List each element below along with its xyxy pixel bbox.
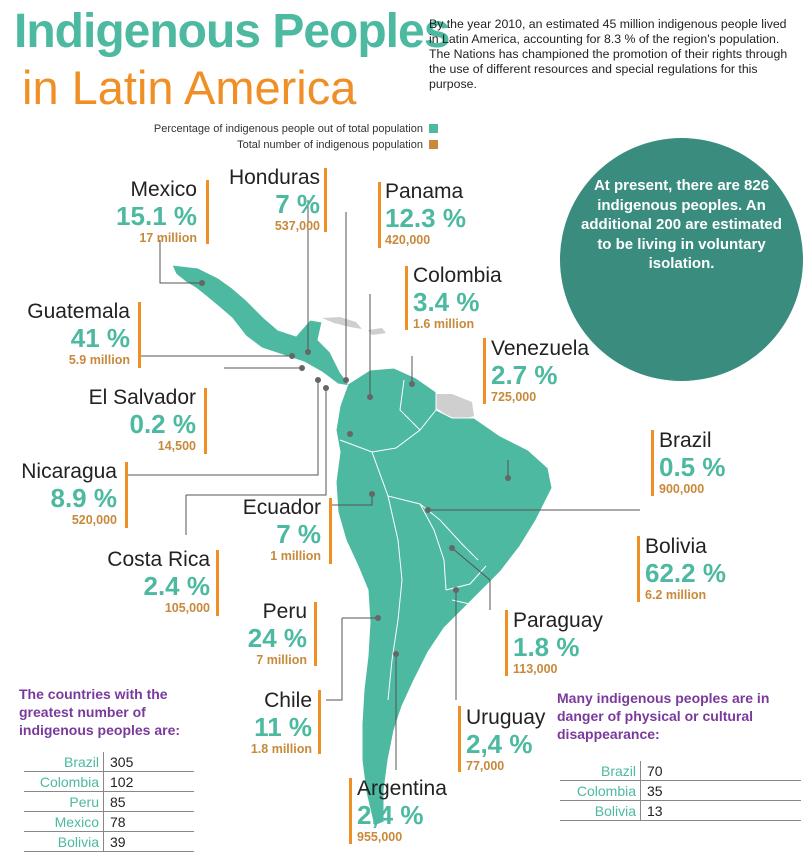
- row-country: Colombia: [560, 780, 641, 801]
- country-label-argentina: Argentina 2,4 % 955,000: [357, 777, 447, 844]
- callout-circle: [560, 138, 803, 381]
- row-value: 102: [103, 771, 194, 792]
- hispaniola-shape: [368, 328, 386, 335]
- country-label-costa-rica: Costa Rica 2.4 % 105,000: [107, 548, 210, 615]
- country-label-honduras: Honduras 7 % 537,000: [228, 166, 320, 233]
- table-row: Colombia 35: [560, 780, 801, 801]
- country-label-peru: Peru 24 % 7 million: [247, 600, 307, 667]
- greatest-table: Brazil 305 Colombia 102 Peru 85 Mexico 78 Bolivi…: [24, 752, 194, 852]
- country-label-paraguay: Paraguay 1.8 % 113,000: [513, 609, 603, 676]
- country-label-uruguay: Uruguay 2,4 % 77,000: [466, 706, 546, 773]
- bar-paraguay: [505, 610, 508, 676]
- row-country: Bolivia: [24, 831, 104, 852]
- bar-panama: [378, 182, 381, 248]
- country-label-venezuela: Venezuela 2.7 % 725,000: [491, 337, 590, 404]
- row-country: Colombia: [24, 771, 104, 792]
- country-label-ecuador: Ecuador 7 % 1 million: [242, 496, 321, 563]
- country-label-guatemala: Guatemala 41 % 5.9 million: [27, 300, 130, 367]
- bar-nicaragua: [125, 462, 128, 528]
- country-label-nicaragua: Nicaragua 8.9 % 520,000: [21, 460, 117, 527]
- bar-ecuador: [329, 498, 332, 564]
- bar-guatemala: [138, 302, 141, 368]
- teal-swatch-icon: [429, 124, 438, 133]
- row-value: 35: [640, 780, 801, 801]
- bar-brazil: [651, 430, 654, 496]
- table-row: Brazil 70: [560, 761, 801, 781]
- page-title: Indigenous Peoples: [14, 5, 450, 58]
- country-label-bolivia: Bolivia 62.2 % 6.2 million: [645, 535, 726, 602]
- country-label-brazil: Brazil 0.5 % 900,000: [659, 429, 726, 496]
- guianas-shape: [434, 394, 474, 420]
- row-value: 305: [103, 752, 194, 772]
- row-value: 13: [640, 800, 801, 821]
- country-label-chile: Chile 11 % 1.8 million: [250, 689, 312, 756]
- row-country: Brazil: [24, 752, 104, 772]
- row-value: 39: [103, 831, 194, 852]
- bar-bolivia: [637, 536, 640, 602]
- bar-costa-rica: [216, 550, 219, 616]
- row-value: 70: [640, 761, 801, 781]
- legend-item-percentage: Percentage of indigenous people out of t…: [120, 121, 438, 137]
- row-country: Mexico: [24, 811, 104, 832]
- row-country: Brazil: [560, 761, 641, 781]
- bar-uruguay: [458, 706, 461, 772]
- table-row: Peru 85: [24, 791, 194, 812]
- danger-table: Brazil 70 Colombia 35 Bolivia 13: [560, 761, 801, 821]
- table-row: Mexico 78: [24, 811, 194, 832]
- callout-text: At present, there are 826 indigenous peo…: [581, 177, 782, 272]
- row-value: 78: [103, 811, 194, 832]
- bar-argentina: [349, 778, 352, 844]
- bar-chile: [318, 690, 321, 754]
- south-america-shape: [335, 367, 553, 827]
- bar-colombia: [405, 266, 408, 330]
- country-label-panama: Panama 12.3 % 420,000: [385, 180, 466, 247]
- legend: Percentage of indigenous people out of t…: [120, 121, 438, 153]
- orange-swatch-icon: [429, 140, 438, 149]
- page-subtitle: in Latin America: [22, 61, 357, 114]
- row-value: 85: [103, 791, 194, 812]
- intro-paragraph: By the year 2010, an estimated 45 millio…: [429, 17, 788, 91]
- bar-el-salvador: [204, 388, 207, 454]
- row-country: Bolivia: [560, 800, 641, 821]
- table-row: Brazil 305: [24, 752, 194, 772]
- table-row: Colombia 102: [24, 771, 194, 792]
- country-label-colombia: Colombia 3.4 % 1.6 million: [413, 264, 502, 331]
- table-row: Bolivia 13: [560, 800, 801, 821]
- bar-honduras: [324, 168, 327, 232]
- greatest-heading: The countries with the greatest number o…: [19, 686, 181, 738]
- country-label-mexico: Mexico 15.1 % 17 million: [116, 178, 197, 245]
- table-row: Bolivia 39: [24, 831, 194, 852]
- bar-venezuela: [483, 338, 486, 404]
- cuba-shape: [322, 317, 362, 329]
- country-label-el-salvador: El Salvador 0.2 % 14,500: [88, 386, 196, 453]
- bar-mexico: [206, 180, 209, 244]
- bar-peru: [314, 602, 317, 666]
- row-country: Peru: [24, 791, 104, 812]
- legend-item-total: Total number of indigenous population: [120, 137, 438, 153]
- danger-heading: Many indigenous peoples are in danger of…: [557, 690, 770, 742]
